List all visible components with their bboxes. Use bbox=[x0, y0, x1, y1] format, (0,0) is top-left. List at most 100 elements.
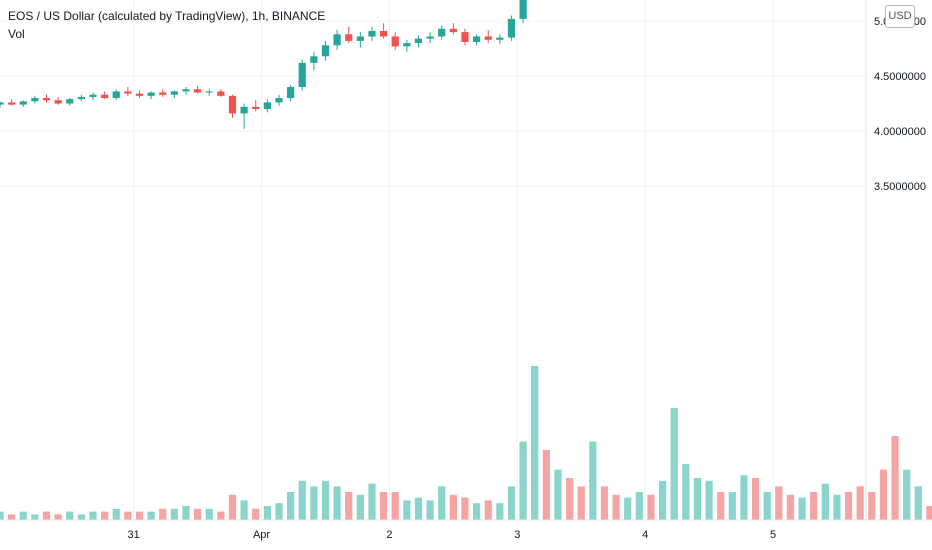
candle-body bbox=[275, 98, 283, 103]
volume-bar bbox=[635, 492, 643, 520]
candle-body bbox=[519, 0, 527, 19]
candle bbox=[298, 59, 306, 91]
candle bbox=[449, 23, 457, 35]
volume-bar bbox=[891, 436, 899, 520]
candle-body bbox=[484, 36, 492, 40]
volume-bar bbox=[600, 486, 609, 520]
x-tick-label: 4 bbox=[642, 529, 648, 541]
candle-body bbox=[310, 56, 318, 63]
volume-bar bbox=[194, 508, 202, 520]
volume-bar bbox=[310, 486, 318, 520]
candle bbox=[54, 96, 62, 105]
volume-bar bbox=[228, 494, 237, 520]
candle bbox=[403, 39, 411, 52]
symbol-title[interactable]: EOS / US Dollar (calculated by TradingVi… bbox=[8, 9, 326, 23]
candle bbox=[135, 90, 144, 99]
candle-body bbox=[321, 45, 330, 57]
y-tick-label: 4.5000000 bbox=[874, 71, 926, 83]
candle-body bbox=[54, 100, 62, 104]
volume-bar bbox=[751, 478, 760, 520]
volume-bar bbox=[19, 511, 27, 520]
volume-bar bbox=[763, 492, 771, 520]
volume-bar bbox=[321, 480, 330, 520]
candle bbox=[0, 101, 4, 108]
volume-bar bbox=[554, 469, 562, 520]
volume-bar bbox=[263, 506, 271, 520]
candle-body bbox=[496, 37, 504, 40]
volume-bar bbox=[438, 486, 446, 520]
volume-bar bbox=[356, 494, 364, 520]
volume-bar bbox=[507, 486, 516, 520]
candle bbox=[8, 99, 16, 106]
time-axis[interactable]: 31 Apr 2 3 4 5 bbox=[0, 519, 932, 541]
volume-bar bbox=[821, 483, 829, 520]
candle-body bbox=[240, 106, 248, 114]
candle-body bbox=[112, 91, 120, 99]
volume-bar bbox=[472, 503, 481, 520]
y-tick-label: 3.5000000 bbox=[874, 181, 926, 193]
candle-body bbox=[449, 28, 457, 33]
volume-bar bbox=[542, 450, 550, 520]
x-tick-label: 31 bbox=[128, 529, 140, 541]
candle bbox=[205, 89, 213, 96]
candle-body bbox=[368, 30, 376, 37]
candle-body bbox=[252, 106, 260, 110]
volume-bar bbox=[658, 480, 667, 520]
volume-bar bbox=[810, 492, 818, 520]
candle-body bbox=[205, 91, 213, 93]
volume-bar bbox=[217, 511, 225, 520]
candle bbox=[124, 87, 132, 96]
volume-bar bbox=[391, 492, 399, 520]
volume-bar bbox=[182, 506, 190, 520]
candle-body bbox=[356, 36, 364, 41]
candle-body bbox=[170, 91, 178, 95]
volume-bar bbox=[124, 511, 132, 520]
volume-bar bbox=[856, 486, 864, 520]
volume-bar bbox=[728, 492, 736, 520]
candlestick-series bbox=[0, 0, 527, 129]
candle-body bbox=[426, 36, 434, 39]
candle bbox=[484, 29, 492, 44]
candle-body bbox=[19, 101, 27, 105]
volume-bar bbox=[496, 503, 504, 520]
candle-body bbox=[263, 102, 271, 110]
volume-bar bbox=[77, 514, 85, 520]
candle bbox=[368, 26, 376, 41]
candle bbox=[31, 95, 39, 104]
volume-bar bbox=[775, 486, 783, 520]
volume-bar bbox=[333, 486, 341, 520]
volume-bar bbox=[705, 480, 713, 520]
candle bbox=[101, 91, 109, 100]
candle bbox=[333, 29, 341, 50]
candle-body bbox=[461, 32, 469, 42]
candle-body bbox=[0, 102, 4, 105]
currency-button[interactable]: USD bbox=[885, 5, 915, 28]
volume-bar bbox=[577, 486, 585, 520]
candle bbox=[275, 94, 283, 106]
volume-bar bbox=[449, 494, 457, 520]
price-axis[interactable]: 3.50000004.00000004.50000005.00000006.00… bbox=[865, 0, 932, 520]
x-tick-label: 5 bbox=[770, 529, 776, 541]
volume-bar bbox=[112, 508, 120, 520]
volume-bar bbox=[589, 441, 597, 520]
candle bbox=[345, 26, 353, 44]
candle bbox=[77, 94, 85, 102]
volume-bar bbox=[426, 500, 434, 520]
volume-bar bbox=[379, 492, 388, 520]
volume-bar bbox=[414, 497, 423, 520]
candle bbox=[321, 40, 330, 61]
volume-bar bbox=[287, 492, 295, 520]
candle-body bbox=[507, 18, 516, 38]
volume-bar bbox=[403, 500, 411, 520]
candle bbox=[379, 23, 388, 39]
candle-body bbox=[414, 38, 423, 44]
x-tick-label: 3 bbox=[514, 529, 520, 541]
volume-bar bbox=[147, 511, 155, 520]
volume-bar bbox=[252, 508, 260, 520]
volume-bar bbox=[345, 492, 353, 520]
volume-bar bbox=[879, 469, 888, 520]
volume-bar bbox=[170, 508, 178, 520]
candle-body bbox=[159, 92, 167, 95]
candle-body bbox=[77, 96, 85, 100]
